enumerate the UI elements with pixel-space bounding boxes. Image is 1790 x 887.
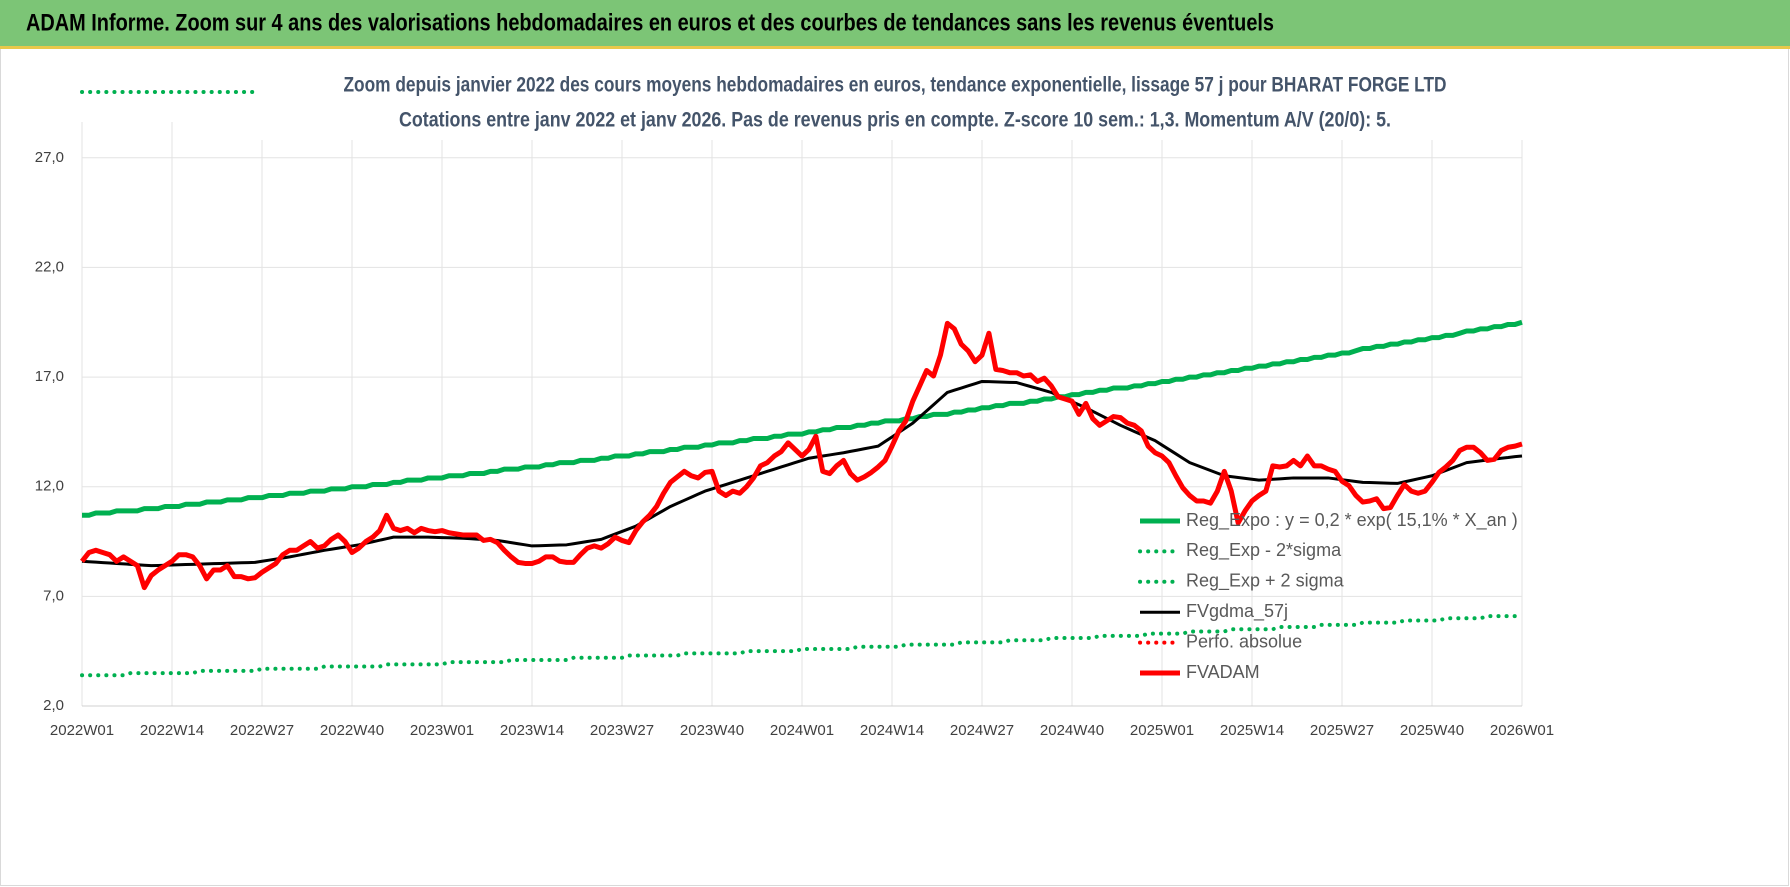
legend-label: FVADAM	[1186, 662, 1260, 682]
x-tick-label: 2024W40	[1040, 722, 1104, 739]
x-tick-label: 2024W01	[770, 722, 834, 739]
header-title: ADAM Informe. Zoom sur 4 ans des valoris…	[26, 9, 1274, 36]
x-tick-label: 2024W14	[860, 722, 924, 739]
series-line	[81, 379, 1523, 568]
legend-label: Reg_Expo : y = 0,2 * exp( 15,1% * X_an )	[1186, 510, 1518, 531]
x-tick-label: 2022W40	[320, 722, 384, 739]
legend-label: FVgdma_57j	[1186, 601, 1288, 622]
header-rule	[0, 46, 1790, 49]
header-bar	[0, 0, 1790, 46]
x-tick-label: 2026W01	[1490, 722, 1554, 739]
legend-label: Perfo. absolue	[1186, 631, 1302, 651]
legend-label: Reg_Exp + 2 sigma	[1186, 571, 1345, 592]
x-tick-label: 2025W40	[1400, 722, 1464, 739]
title-backdrop	[258, 66, 1532, 140]
x-tick-label: 2022W27	[230, 722, 294, 739]
x-tick-label: 2023W27	[590, 722, 654, 739]
x-tick-label: 2022W14	[140, 722, 204, 739]
x-tick-label: 2025W14	[1220, 722, 1284, 739]
chart-title: Zoom depuis janvier 2022 des cours moyen…	[344, 74, 1447, 97]
legend: Reg_Expo : y = 0,2 * exp( 15,1% * X_an )…	[1138, 510, 1518, 682]
y-tick-label: 22,0	[35, 258, 64, 275]
chart-subtitle: Cotations entre janv 2022 et janv 2026. …	[399, 109, 1391, 132]
x-tick-label: 2023W14	[500, 722, 564, 739]
y-tick-label: 2,0	[43, 697, 64, 714]
x-tick-label: 2023W40	[680, 722, 744, 739]
y-tick-label: 27,0	[35, 149, 64, 166]
y-tick-label: 7,0	[43, 587, 64, 604]
x-tick-label: 2024W27	[950, 722, 1014, 739]
legend-label: Reg_Exp - 2*sigma	[1186, 540, 1342, 561]
y-tick-label: 17,0	[35, 368, 64, 385]
series-line	[80, 611, 1524, 678]
x-tick-label: 2025W01	[1130, 722, 1194, 739]
plot: 2,0 7,0 12,0 17,0 22,0 27,0 2022W01 2022W14 2022…	[35, 90, 1554, 739]
x-tick-label: 2023W01	[410, 722, 474, 739]
x-tick-label: 2022W01	[50, 722, 114, 739]
series-line	[82, 319, 1523, 518]
y-tick-label: 12,0	[35, 478, 64, 495]
series-line	[80, 320, 1523, 591]
x-tick-label: 2025W27	[1310, 722, 1374, 739]
